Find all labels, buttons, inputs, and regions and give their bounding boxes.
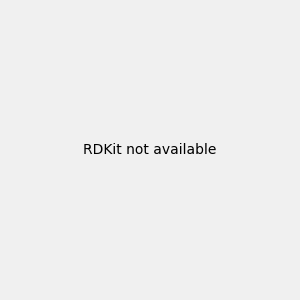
Text: RDKit not available: RDKit not available (83, 143, 217, 157)
